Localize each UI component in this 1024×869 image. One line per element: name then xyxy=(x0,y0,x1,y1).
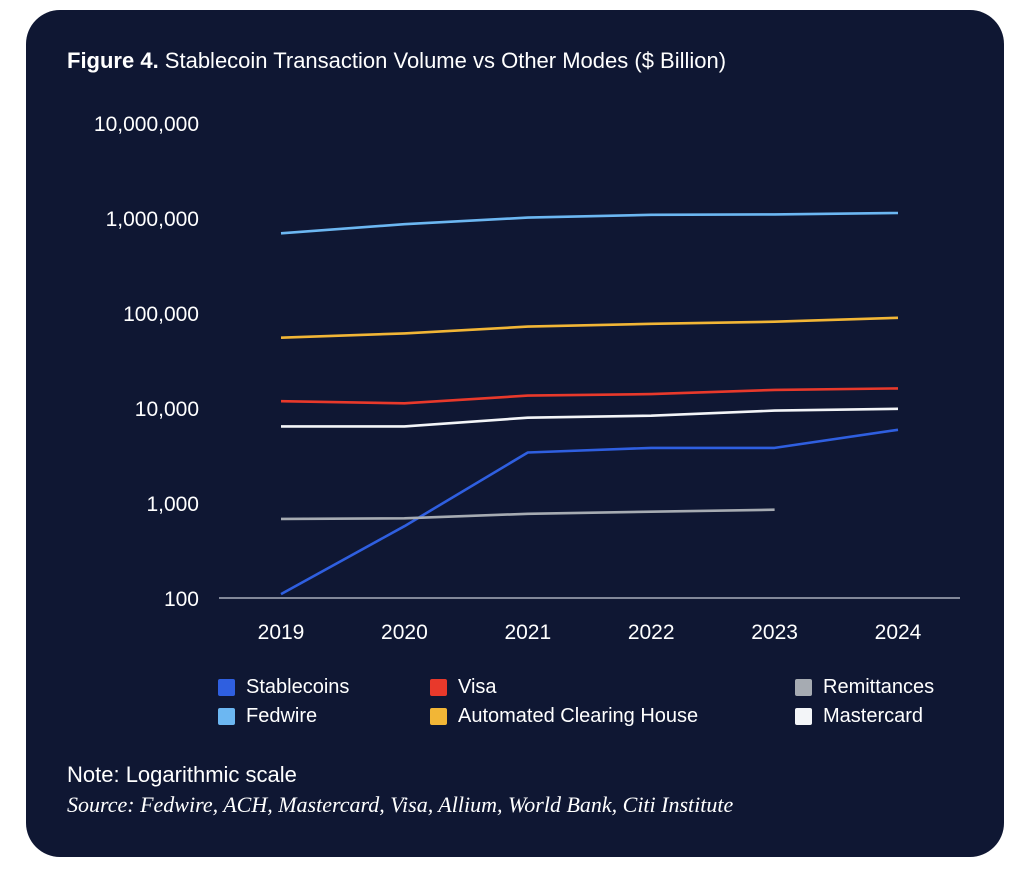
series-line-mastercard xyxy=(281,407,899,428)
series-line-stablecoins xyxy=(280,428,899,596)
y-tick-label: 1,000,000 xyxy=(106,208,199,231)
series-line-fedwire xyxy=(280,211,899,235)
chart-note: Note: Logarithmic scale xyxy=(67,762,297,787)
x-tick-label: 2021 xyxy=(504,621,551,644)
x-tick-label: 2020 xyxy=(381,621,428,644)
x-tick-label: 2023 xyxy=(751,621,798,644)
chart-title-text: Stablecoin Transaction Volume vs Other M… xyxy=(158,48,727,73)
y-tick-label: 100,000 xyxy=(123,303,199,326)
x-tick-label: 2022 xyxy=(628,621,675,644)
chart-source: Source: Fedwire, ACH, Mastercard, Visa, … xyxy=(67,792,734,817)
line-chart: 100 1,000 10,000 100,000 1,000,000 10,000,000… xyxy=(94,113,960,644)
y-tick-label: 100 xyxy=(164,588,199,611)
y-tick-label: 10,000 xyxy=(135,398,199,421)
y-tick-label: 1,000 xyxy=(146,493,199,516)
x-tick-label: 2024 xyxy=(875,621,922,644)
y-tick-label: 10,000,000 xyxy=(94,113,199,136)
chart-title: Figure 4. Stablecoin Transaction Volume … xyxy=(67,48,726,74)
series-line-remittances xyxy=(280,508,775,521)
chart-card: Figure 4. Stablecoin Transaction Volume … xyxy=(26,10,1004,857)
series-line-automated-clearing-house xyxy=(280,316,899,339)
chart-title-lead: Figure 4. xyxy=(67,48,159,73)
x-tick-label: 2019 xyxy=(258,621,305,644)
series-line-visa xyxy=(280,387,899,405)
